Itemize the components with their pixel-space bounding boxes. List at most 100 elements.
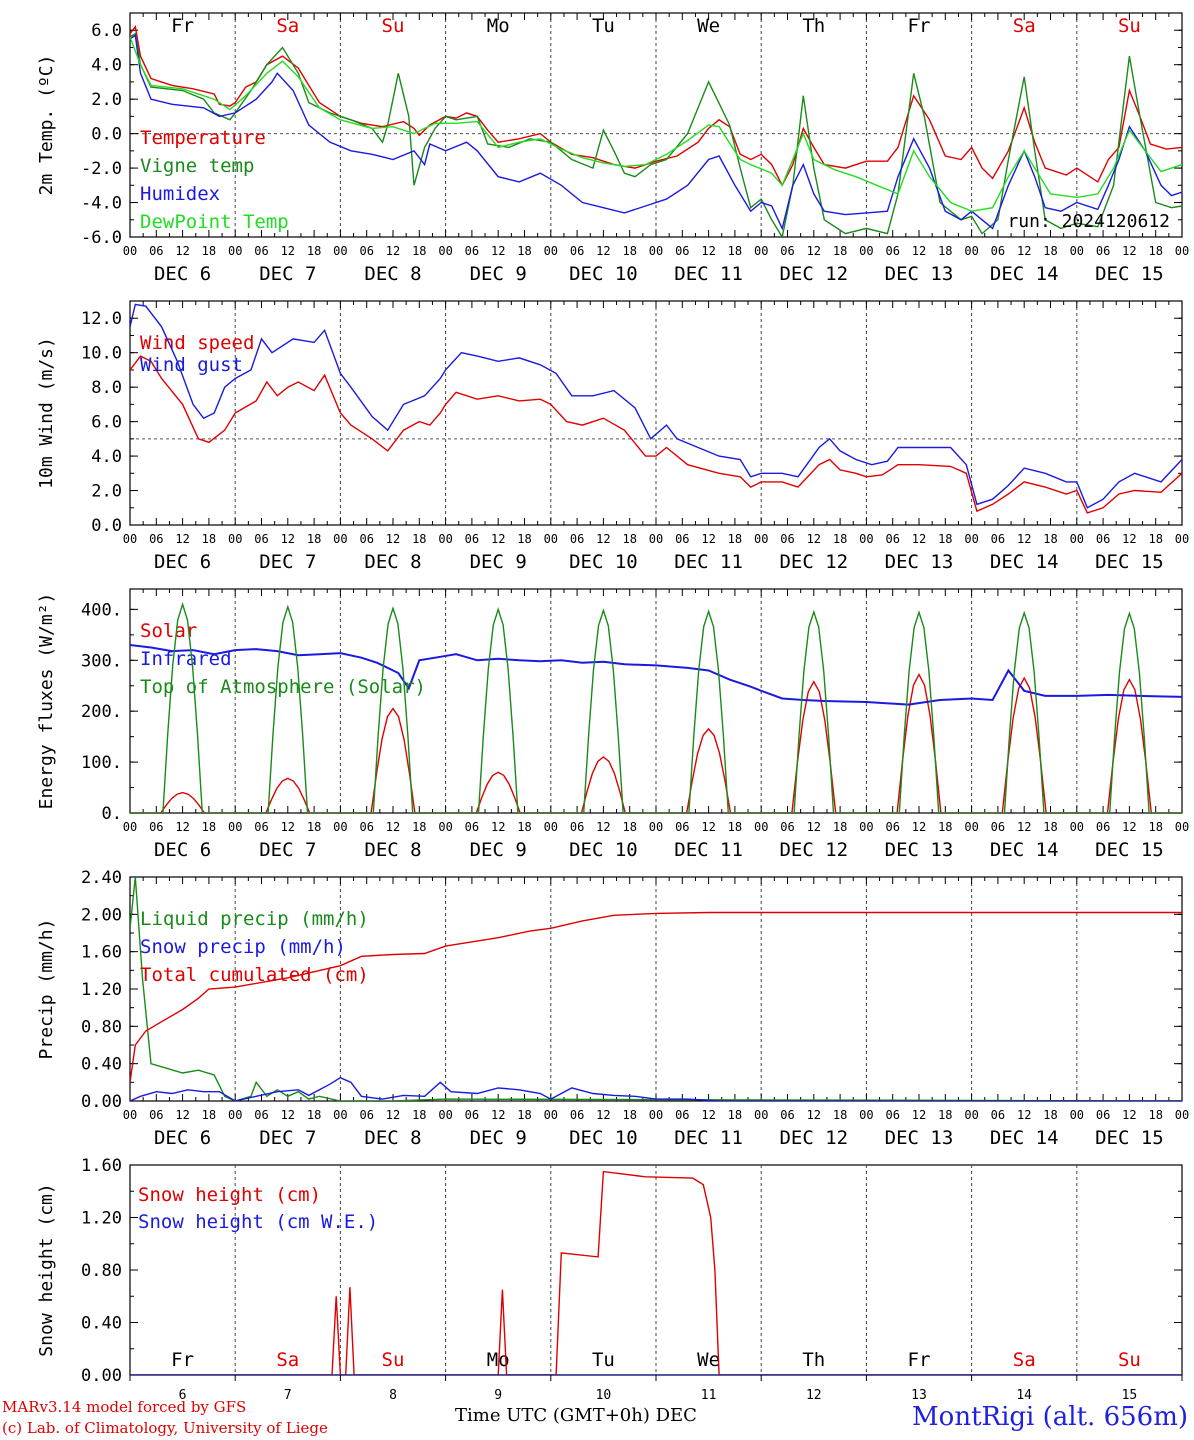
hour-tick-label: 12 [1122, 820, 1136, 834]
hour-tick-label: 12 [1122, 1108, 1136, 1122]
date-label: DEC 15 [1095, 1127, 1164, 1149]
hour-tick-label: 06 [570, 820, 584, 834]
legend-entry: Infrared [140, 648, 232, 670]
legend-entry: Snow precip (mm/h) [140, 936, 346, 958]
hour-tick-label: 00 [333, 1108, 347, 1122]
y-tick-label: 6.0 [91, 21, 122, 41]
hour-tick-label: 06 [885, 820, 899, 834]
hour-tick-label: 12 [281, 244, 295, 258]
hour-tick-label: 12 [807, 532, 821, 546]
hour-tick-label: 00 [228, 532, 242, 546]
hour-tick-label: 06 [570, 244, 584, 258]
date-label: DEC 12 [779, 1127, 848, 1149]
hour-tick-label: 06 [149, 1108, 163, 1122]
weekday-label: Mo [487, 1349, 510, 1371]
hour-tick-label: 18 [938, 532, 952, 546]
hour-tick-label: 18 [1043, 532, 1057, 546]
hour-tick-label: 00 [123, 820, 137, 834]
panel-frame [129, 300, 1183, 526]
y-tick-label: 4.0 [91, 56, 122, 76]
hour-tick-label: 12 [386, 532, 400, 546]
day-number-label: 9 [494, 1388, 502, 1403]
y-tick-label: 0. [102, 804, 122, 824]
hour-tick-label: 12 [701, 244, 715, 258]
legend-entry: Wind gust [140, 354, 243, 376]
hour-tick-label: 18 [1043, 820, 1057, 834]
hour-tick-label: 06 [465, 820, 479, 834]
legend-entry: DewPoint Temp [140, 211, 289, 233]
legend-entry: Snow height (cm W.E.) [138, 1211, 378, 1233]
copyright-credit: (c) Lab. of Climatology, University of L… [2, 1419, 328, 1437]
hour-tick-label: 06 [254, 244, 268, 258]
date-label: DEC 7 [259, 1127, 316, 1149]
hour-tick-label: 12 [491, 820, 505, 834]
hour-tick-label: 12 [175, 244, 189, 258]
series-line-temperature [130, 25, 1182, 187]
date-label: DEC 10 [569, 551, 638, 573]
date-label: DEC 6 [154, 551, 211, 573]
y-tick-label: -6.0 [81, 228, 122, 248]
date-label: DEC 8 [364, 551, 421, 573]
hour-tick-label: 12 [386, 244, 400, 258]
date-label: DEC 9 [470, 551, 527, 573]
date-label: DEC 11 [674, 551, 743, 573]
hour-tick-label: 12 [1122, 532, 1136, 546]
date-label: DEC 10 [569, 839, 638, 861]
hour-tick-label: 12 [912, 244, 926, 258]
y-tick-label: 12.0 [81, 309, 122, 329]
date-label: DEC 6 [154, 263, 211, 285]
series-line-humidex [130, 34, 1182, 231]
legend-entry: Liquid precip (mm/h) [140, 908, 369, 930]
hour-tick-label: 00 [754, 820, 768, 834]
hour-tick-label: 18 [1148, 244, 1162, 258]
weekday-label: Sa [276, 1349, 299, 1371]
date-label: DEC 14 [990, 839, 1059, 861]
hour-tick-label: 00 [228, 244, 242, 258]
hour-tick-label: 12 [491, 1108, 505, 1122]
hour-tick-label: 06 [254, 1108, 268, 1122]
hour-tick-label: 12 [596, 244, 610, 258]
y-tick-label: 0.00 [81, 1366, 122, 1386]
weekday-label: Fr [908, 1349, 931, 1371]
panel-5: 6 7 8 9 10 11 12 13 14 15 Fr Sa Su Mo Tu We Th Fr Sa Su 1.60… [36, 1156, 1183, 1403]
hour-tick-label: 18 [517, 1108, 531, 1122]
hour-tick-label: 06 [885, 1108, 899, 1122]
hour-tick-label: 00 [1175, 820, 1189, 834]
hour-tick-label: 00 [754, 532, 768, 546]
hour-tick-label: 00 [1175, 532, 1189, 546]
hour-tick-label: 00 [964, 532, 978, 546]
legend-entry: Humidex [140, 183, 220, 205]
y-tick-label: -2.0 [81, 159, 122, 179]
hour-tick-label: 00 [859, 244, 873, 258]
hour-tick-label: 12 [807, 1108, 821, 1122]
hour-tick-label: 00 [859, 1108, 873, 1122]
hour-tick-label: 18 [1148, 1108, 1162, 1122]
hour-tick-label: 06 [675, 1108, 689, 1122]
hour-tick-label: 18 [202, 244, 216, 258]
date-label: DEC 9 [470, 263, 527, 285]
hour-tick-label: 12 [175, 532, 189, 546]
hour-tick-label: 18 [622, 820, 636, 834]
y-axis-label: 10m Wind (m/s) [36, 337, 57, 489]
weekday-label: Sa [1013, 1349, 1036, 1371]
date-label: DEC 8 [364, 839, 421, 861]
day-number-label: 15 [1122, 1388, 1138, 1403]
y-tick-label: 6.0 [91, 413, 122, 433]
weekday-label: Fr [171, 15, 194, 37]
y-tick-label: 10.0 [81, 344, 122, 364]
hour-tick-label: 12 [701, 532, 715, 546]
hour-tick-label: 12 [175, 1108, 189, 1122]
y-tick-label: 0.0 [91, 516, 122, 536]
legend-entry: Temperature [140, 127, 266, 149]
date-label: DEC 12 [779, 839, 848, 861]
hour-tick-label: 00 [333, 244, 347, 258]
date-label: DEC 6 [154, 839, 211, 861]
y-tick-label: 8.0 [91, 378, 122, 398]
station-name: MontRigi (alt. 656m) [912, 1402, 1188, 1432]
hour-tick-label: 12 [386, 1108, 400, 1122]
hour-tick-label: 00 [649, 532, 663, 546]
hour-tick-label: 18 [1148, 532, 1162, 546]
legend-entry: Top of Atmosphere (Solar) [140, 676, 426, 698]
day-number-label: 6 [179, 1388, 187, 1403]
hour-tick-label: 18 [412, 820, 426, 834]
